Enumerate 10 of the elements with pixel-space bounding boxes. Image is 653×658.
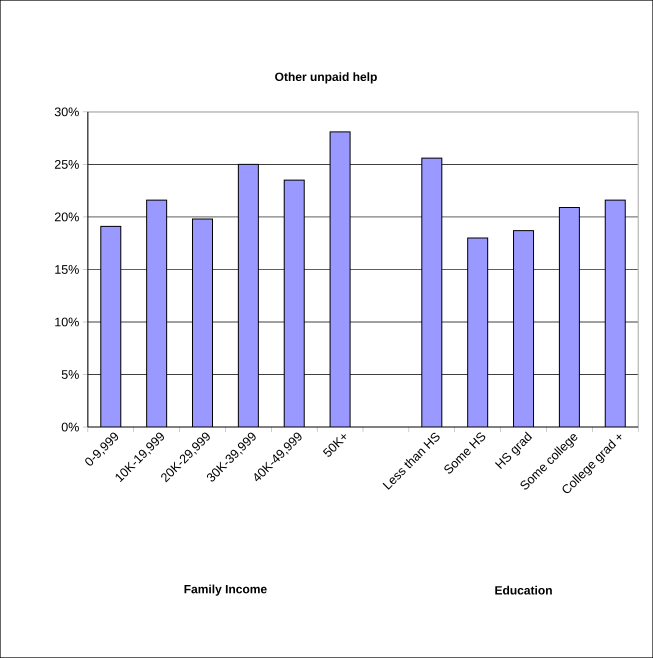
y-tick-label: 0% bbox=[62, 422, 79, 432]
text: Education bbox=[495, 586, 552, 595]
y-tick-label: 10% bbox=[55, 318, 79, 326]
y-tick-label: 5% bbox=[62, 370, 79, 379]
y-tick-label: 15% bbox=[55, 265, 79, 274]
y-tick-label: 25% bbox=[54, 160, 79, 169]
text: Family Income bbox=[184, 584, 267, 596]
chart-title: Other unpaid help bbox=[275, 72, 377, 84]
y-tick-label: 30% bbox=[54, 107, 79, 116]
y-tick-label: 20% bbox=[54, 212, 79, 222]
